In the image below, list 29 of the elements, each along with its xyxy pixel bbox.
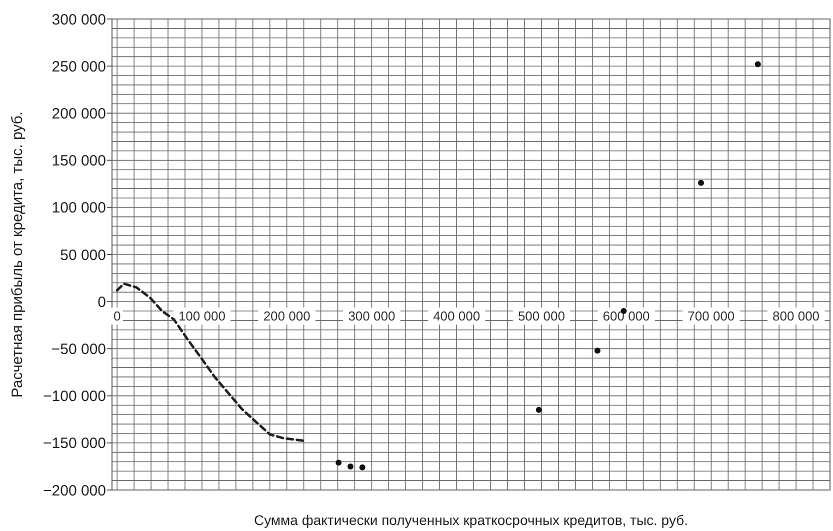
- point: [754, 61, 761, 68]
- y-tick-label: −100 000: [43, 388, 106, 406]
- x-tick-label: 700 000: [688, 308, 735, 324]
- y-tick-label: −200 000: [43, 482, 106, 500]
- y-tick-label: 150 000: [52, 152, 106, 170]
- x-tick-label: 100 000: [178, 308, 226, 324]
- y-tick-label: −150 000: [43, 435, 106, 452]
- x-tick-label: 500 000: [518, 308, 565, 324]
- y-tick-label: −50 000: [51, 340, 106, 358]
- point: [359, 464, 366, 470]
- x-tick-label: 600 000: [602, 308, 650, 324]
- y-tick-label: 300 000: [52, 11, 106, 28]
- point: [536, 406, 542, 413]
- x-tick-label: 800 000: [772, 308, 820, 324]
- point: [698, 180, 704, 186]
- y-tick-label: 50 000: [60, 246, 106, 264]
- y-tick-label: 200 000: [52, 105, 106, 122]
- x-tick-label: 400 000: [433, 308, 480, 324]
- y-tick-label: 0: [98, 294, 106, 311]
- x-tick-label: 200 000: [263, 308, 310, 324]
- y-tick-label: 100 000: [52, 200, 106, 217]
- y-axis-title: Расчетная прибыль от кредита, тыс. руб.: [9, 111, 26, 398]
- x-tick-label: 300 000: [348, 308, 396, 324]
- point: [347, 463, 354, 470]
- point: [336, 460, 342, 466]
- x-axis-title: Сумма фактически полученных краткосрочных кредитов, тыс. руб.: [254, 512, 688, 528]
- x-tick-label: 0: [113, 308, 121, 324]
- y-tick-label: 250 000: [52, 58, 106, 76]
- point: [594, 348, 600, 354]
